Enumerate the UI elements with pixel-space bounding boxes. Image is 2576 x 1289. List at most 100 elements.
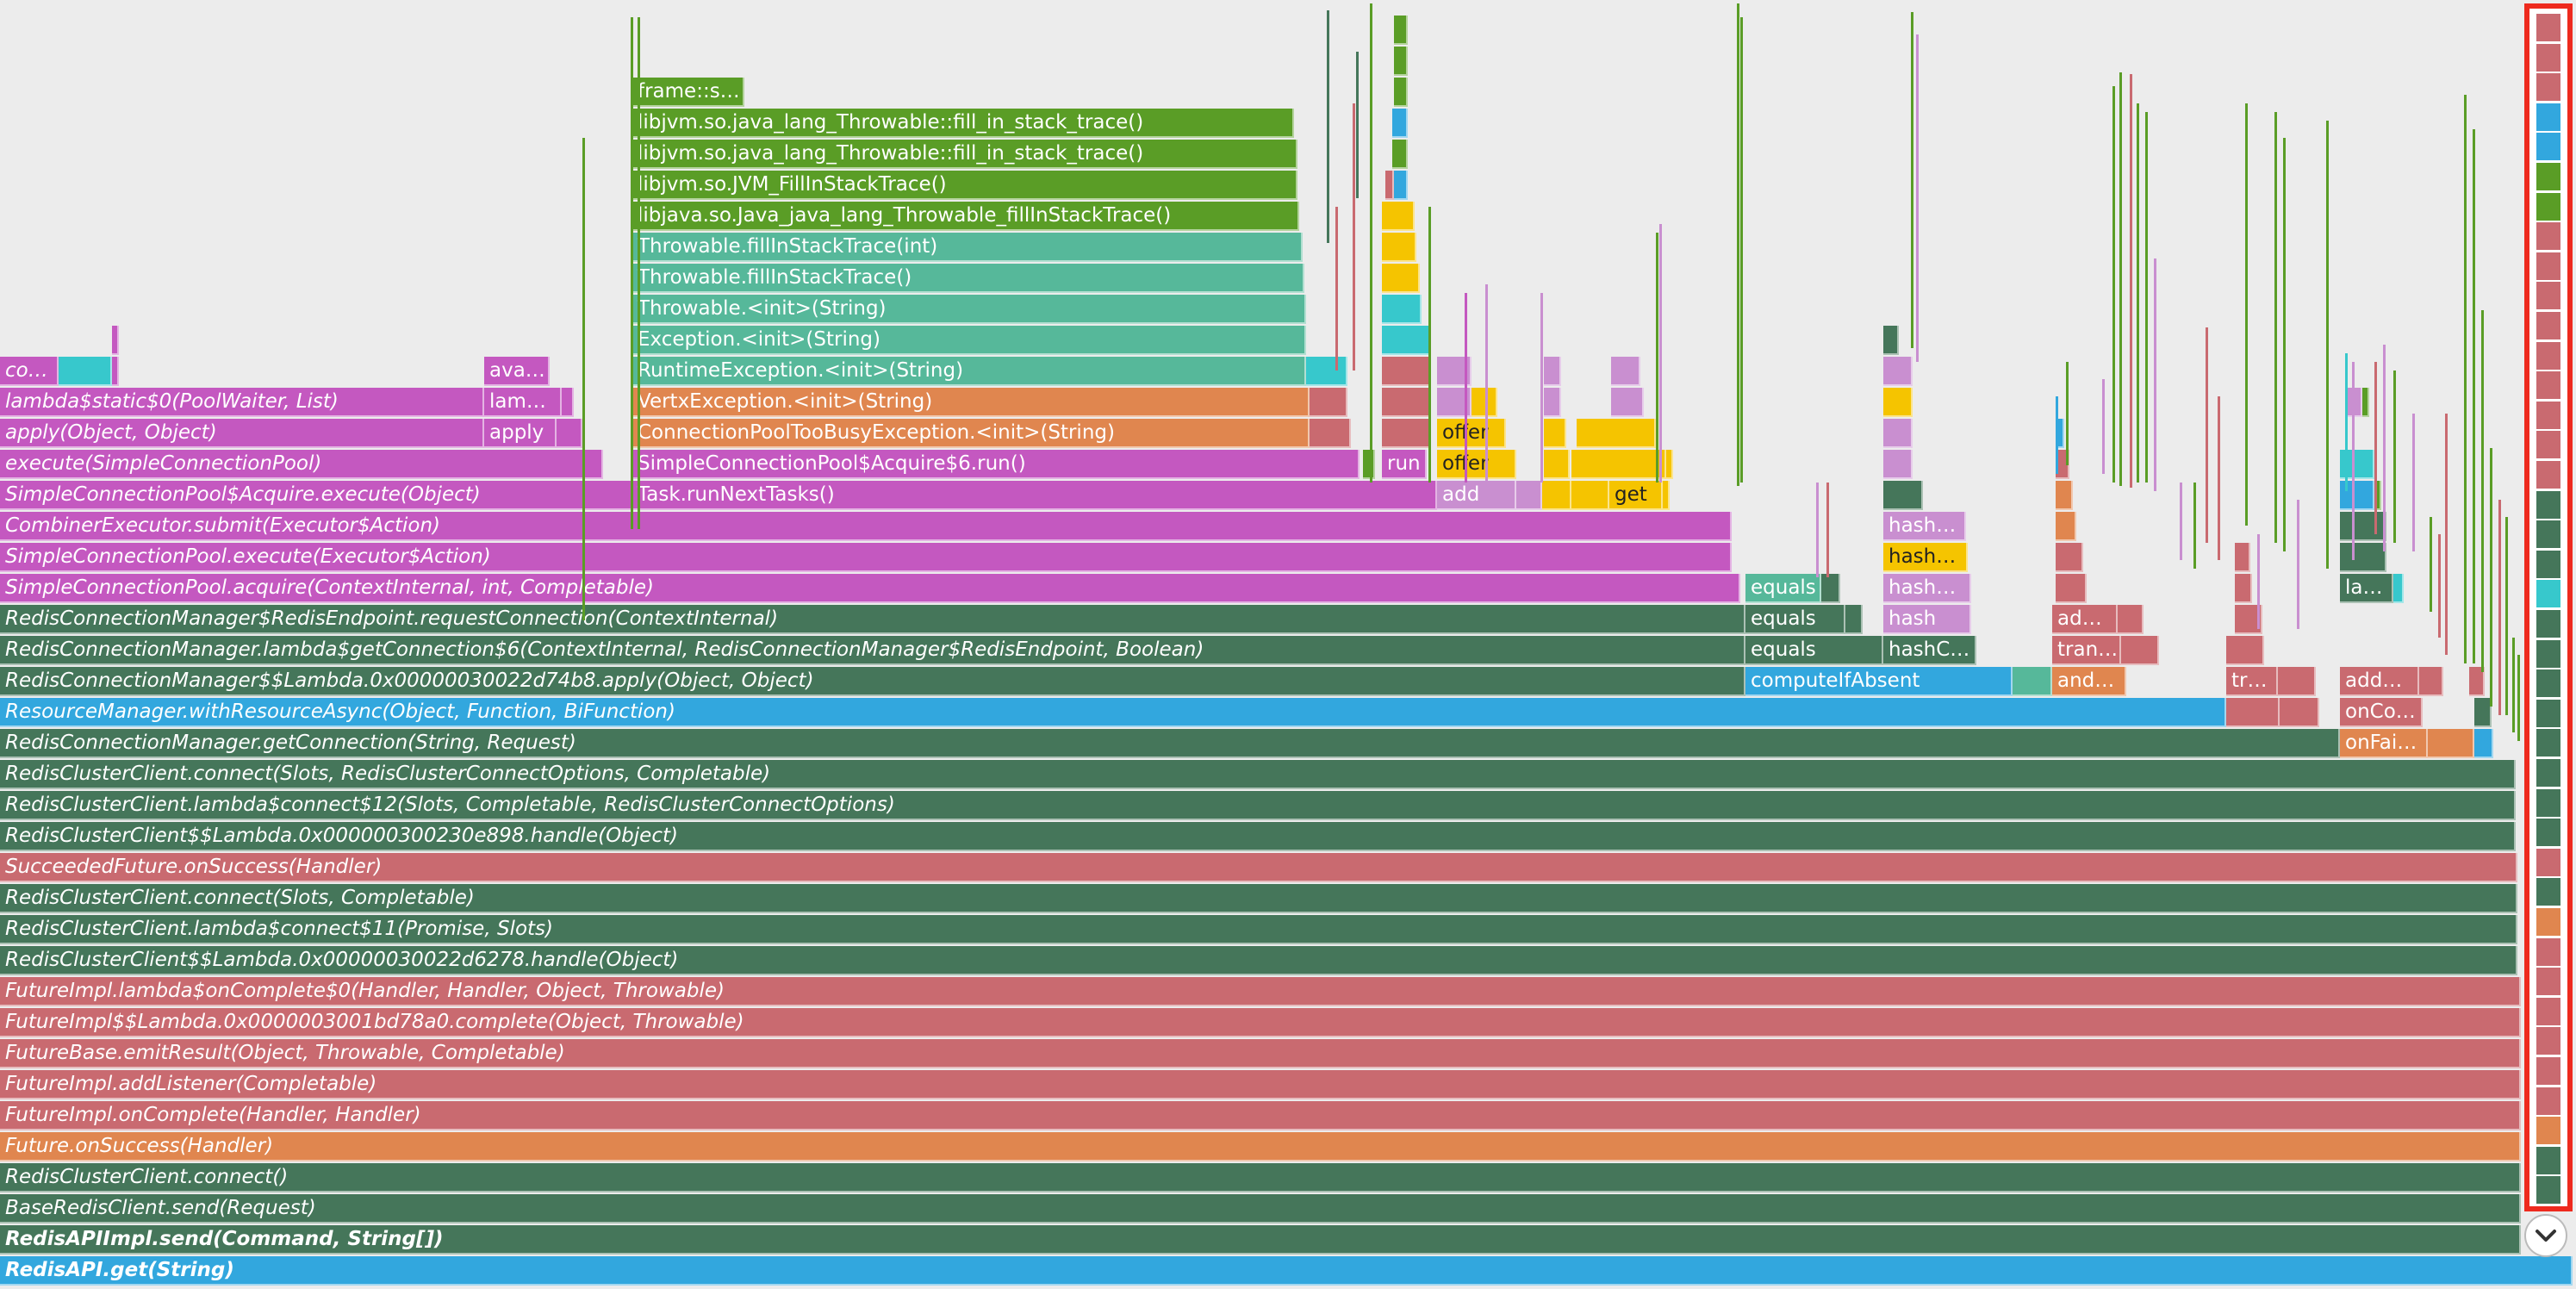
flame-frame[interactable] bbox=[2340, 543, 2386, 572]
flame-frame[interactable]: tran… bbox=[2052, 636, 2121, 665]
flame-frame[interactable]: ResourceManager.withResourceAsync(Object… bbox=[0, 698, 2226, 727]
flame-frame[interactable]: FutureImpl.addListener(Completable) bbox=[0, 1070, 2521, 1099]
flame-frame[interactable]: la… bbox=[2340, 574, 2393, 603]
flame-frame[interactable] bbox=[2056, 419, 2064, 448]
flame-frame[interactable] bbox=[2340, 512, 2386, 541]
flame-frame[interactable]: RedisClusterClient.lambda$connect$11(Pro… bbox=[0, 915, 2517, 944]
flame-frame[interactable] bbox=[1883, 481, 1923, 510]
flame-frame[interactable]: onFai… bbox=[2340, 729, 2428, 758]
flame-frame[interactable] bbox=[1394, 47, 1408, 76]
flame-frame[interactable]: tr… bbox=[2226, 667, 2278, 696]
flame-frame[interactable] bbox=[1544, 450, 1570, 479]
flame-frame[interactable] bbox=[1978, 667, 2013, 696]
flame-frame[interactable]: equals bbox=[1745, 574, 1821, 603]
flame-frame[interactable]: hashC… bbox=[1883, 636, 1976, 665]
flame-frame[interactable] bbox=[1571, 450, 1666, 479]
flame-frame[interactable] bbox=[1663, 481, 1670, 510]
flame-frame[interactable]: RedisConnectionManager$$Lambda.0x0000003… bbox=[0, 667, 1745, 696]
flame-frame[interactable]: hash bbox=[1883, 605, 1971, 634]
flame-frame[interactable]: libjvm.so.java_lang_Throwable::fill_in_s… bbox=[632, 109, 1294, 138]
flame-frame[interactable] bbox=[1382, 419, 1430, 448]
flame-frame[interactable] bbox=[1611, 357, 1640, 386]
flame-frame[interactable] bbox=[1382, 388, 1430, 417]
flame-frame[interactable]: RedisClusterClient$$Lambda.0x00000030022… bbox=[0, 946, 2517, 975]
flame-frame[interactable] bbox=[557, 419, 582, 448]
flame-frame[interactable] bbox=[1394, 16, 1408, 45]
flame-frame[interactable]: add… bbox=[2340, 667, 2419, 696]
flame-frame[interactable] bbox=[2469, 667, 2485, 696]
flame-frame[interactable]: equals bbox=[1745, 636, 1883, 665]
flame-frame[interactable] bbox=[2118, 605, 2144, 634]
flame-frame[interactable]: RedisClusterClient.connect() bbox=[0, 1163, 2521, 1192]
flame-frame[interactable] bbox=[1544, 419, 1566, 448]
flame-frame[interactable]: Future.onSuccess(Handler) bbox=[0, 1132, 2521, 1161]
flame-frame[interactable] bbox=[1883, 326, 1899, 355]
flame-frame[interactable]: RuntimeException.<init>(String) bbox=[632, 357, 1306, 386]
flame-frame[interactable]: libjvm.so.JVM_FillInStackTrace() bbox=[632, 171, 1297, 200]
flame-frame[interactable]: offer bbox=[1437, 450, 1516, 479]
flame-frame[interactable]: computeIfAbsent bbox=[1745, 667, 2013, 696]
flame-frame[interactable] bbox=[1611, 388, 1644, 417]
flame-frame[interactable] bbox=[2056, 574, 2087, 603]
flame-frame[interactable]: SimpleConnectionPool$Acquire$6.run() bbox=[632, 450, 1360, 479]
flame-frame[interactable]: RedisClusterClient.connect(Slots, Comple… bbox=[0, 884, 2517, 913]
flame-frame[interactable] bbox=[1542, 481, 1571, 510]
flame-frame[interactable]: RedisConnectionManager.lambda$getConnect… bbox=[0, 636, 1745, 665]
flame-frame[interactable]: onCo… bbox=[2340, 698, 2423, 727]
flame-frame[interactable] bbox=[1382, 264, 1420, 293]
flame-frame[interactable] bbox=[1363, 450, 1375, 479]
flame-frame[interactable]: SimpleConnectionPool$Acquire.execute(Obj… bbox=[0, 481, 632, 510]
flame-frame[interactable] bbox=[2235, 543, 2250, 572]
flame-frame[interactable] bbox=[1392, 140, 1408, 169]
flame-frame[interactable]: lambda$static$0(PoolWaiter, List) bbox=[0, 388, 484, 417]
flame-frame[interactable]: RedisConnectionManager$RedisEndpoint.req… bbox=[0, 605, 1745, 634]
flame-frame[interactable] bbox=[2362, 388, 2369, 417]
flame-frame[interactable]: lam… bbox=[484, 388, 562, 417]
flame-frame[interactable] bbox=[1821, 574, 1840, 603]
flame-frame[interactable] bbox=[1385, 171, 1394, 200]
minimap-scrollbar[interactable] bbox=[2524, 3, 2573, 1211]
flame-frame[interactable] bbox=[2280, 698, 2319, 727]
flame-frame[interactable] bbox=[1516, 481, 1542, 510]
flame-frame[interactable]: and… bbox=[2052, 667, 2126, 696]
flame-frame[interactable] bbox=[2226, 636, 2264, 665]
flame-frame[interactable]: apply bbox=[484, 419, 557, 448]
flame-frame[interactable] bbox=[2056, 512, 2076, 541]
flame-frame[interactable] bbox=[1577, 419, 1656, 448]
flame-frame[interactable]: equals bbox=[1745, 605, 1845, 634]
flame-frame[interactable] bbox=[1544, 388, 1561, 417]
flame-frame[interactable] bbox=[2278, 667, 2316, 696]
flame-frame[interactable] bbox=[1845, 605, 1863, 634]
flame-frame[interactable]: add bbox=[1437, 481, 1516, 510]
flame-frame[interactable]: CombinerExecutor.submit(Executor$Action) bbox=[0, 512, 1732, 541]
flame-frame[interactable]: Exception.<init>(String) bbox=[632, 326, 1306, 355]
flame-frame[interactable]: frame::s… bbox=[632, 78, 744, 107]
flame-frame[interactable] bbox=[2474, 698, 2492, 727]
flame-frame[interactable] bbox=[1472, 388, 1497, 417]
flame-frame[interactable]: hash… bbox=[1883, 574, 1971, 603]
flame-frame[interactable]: ConnectionPoolTooBusyException.<init>(St… bbox=[632, 419, 1310, 448]
flame-frame[interactable] bbox=[1382, 233, 1416, 262]
flame-frame[interactable]: SimpleConnectionPool.acquire(ContextInte… bbox=[0, 574, 1740, 603]
flame-frame[interactable]: Throwable.<init>(String) bbox=[632, 295, 1306, 324]
flame-frame[interactable]: get bbox=[1609, 481, 1663, 510]
flame-frame[interactable]: BaseRedisClient.send(Request) bbox=[0, 1194, 2521, 1224]
flame-frame[interactable]: ad… bbox=[2052, 605, 2118, 634]
flame-frame[interactable] bbox=[1306, 357, 1347, 386]
flame-frame[interactable] bbox=[1883, 419, 1913, 448]
flame-frame[interactable] bbox=[1883, 450, 1913, 479]
flame-frame[interactable] bbox=[1394, 78, 1408, 107]
flame-frame[interactable]: hash… bbox=[1883, 543, 1968, 572]
flame-frame[interactable] bbox=[2374, 481, 2381, 510]
flame-frame[interactable] bbox=[1394, 171, 1408, 200]
flame-frame[interactable] bbox=[1310, 419, 1351, 448]
flame-frame[interactable]: FutureImpl.onComplete(Handler, Handler) bbox=[0, 1101, 2521, 1130]
flame-frame[interactable] bbox=[1382, 357, 1430, 386]
flame-frame[interactable]: ava… bbox=[484, 357, 550, 386]
flame-frame[interactable]: libjava.so.Java_java_lang_Throwable_fill… bbox=[632, 202, 1299, 231]
flame-frame[interactable] bbox=[2056, 543, 2083, 572]
flame-frame[interactable] bbox=[562, 388, 574, 417]
flame-frame[interactable]: FutureImpl$$Lambda.0x0000003001bd78a0.co… bbox=[0, 1008, 2521, 1037]
flame-frame[interactable]: SucceededFuture.onSuccess(Handler) bbox=[0, 853, 2517, 882]
flame-frame[interactable]: RedisAPI.get(String) bbox=[0, 1256, 2573, 1286]
